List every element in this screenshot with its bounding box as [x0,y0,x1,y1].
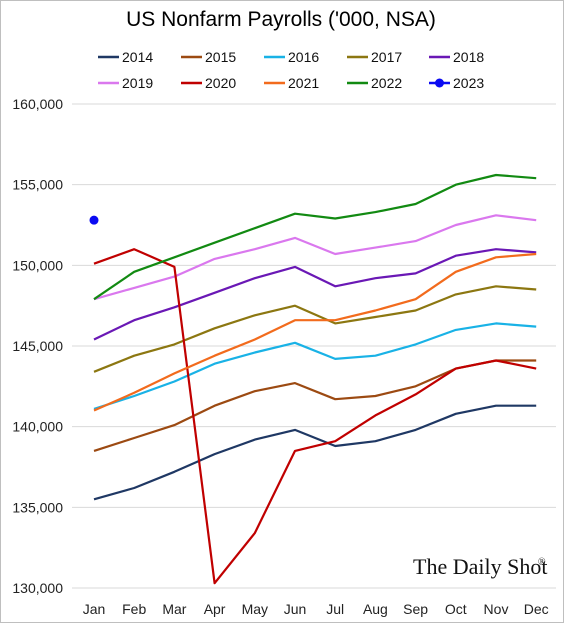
legend-item-2018: 2018 [429,49,484,65]
legend-label: 2020 [205,75,236,91]
series-line-2022 [93,173,537,301]
y-axis: 130,000 135,000 140,000 145,000 150,000 155,0… [12,96,63,596]
legend-label: 2016 [288,49,319,65]
legend: 2014 2015 2016 2017 2018 2019 2020 2021 2022 2023 [98,49,484,91]
legend-marker [435,78,444,88]
x-tick-label: Jul [326,601,344,617]
x-tick-label: Jan [83,601,106,617]
y-tick-label: 155,000 [12,177,63,193]
chart-title: US Nonfarm Payrolls ('000, NSA) [126,8,436,31]
x-tick-label: May [242,601,268,617]
series-line-2019 [93,214,537,301]
x-tick-label: Feb [122,601,146,617]
x-tick-label: Nov [484,601,509,617]
watermark: The Daily Shot ® [413,554,547,579]
series-layer [89,173,537,585]
y-tick-label: 130,000 [12,580,63,596]
legend-item-2022: 2022 [347,75,402,91]
legend-label: 2023 [453,75,484,91]
legend-label: 2019 [122,75,153,91]
grid-lines [72,103,556,589]
series-line-2014 [93,404,537,501]
y-tick-label: 140,000 [12,419,63,435]
x-tick-label: Jun [284,601,307,617]
y-tick-label: 145,000 [12,338,63,354]
legend-item-2019: 2019 [98,75,153,91]
series-line-2018 [93,248,537,341]
legend-item-2021: 2021 [264,75,319,91]
legend-item-2014: 2014 [98,49,153,65]
legend-item-2020: 2020 [181,75,236,91]
legend-item-2016: 2016 [264,49,319,65]
legend-item-2023: 2023 [429,75,484,91]
series-line-2021 [93,252,537,412]
x-tick-label: Apr [204,601,226,617]
series-point-2023 [89,215,99,225]
series-line-2020 [93,248,537,585]
series-line-2016 [93,322,537,410]
legend-item-2017: 2017 [347,49,402,65]
y-tick-label: 150,000 [12,257,63,273]
x-tick-label: Sep [403,601,428,617]
y-tick-label: 160,000 [12,96,63,112]
legend-label: 2022 [371,75,402,91]
x-tick-label: Dec [524,601,549,617]
series-line-2017 [93,285,537,373]
legend-label: 2021 [288,75,319,91]
legend-label: 2015 [205,49,236,65]
watermark-logo-text: The Daily Shot [413,554,547,579]
legend-label: 2018 [453,49,484,65]
x-tick-label: Oct [445,601,467,617]
legend-label: 2017 [371,49,402,65]
y-tick-label: 135,000 [12,499,63,515]
x-tick-label: Aug [363,601,388,617]
legend-label: 2014 [122,49,153,65]
watermark-registered-mark: ® [538,557,546,568]
x-tick-label: Mar [162,601,186,617]
x-axis: Jan Feb Mar Apr May Jun Jul Aug Sep Oct Nov Dec [83,601,549,617]
legend-item-2015: 2015 [181,49,236,65]
